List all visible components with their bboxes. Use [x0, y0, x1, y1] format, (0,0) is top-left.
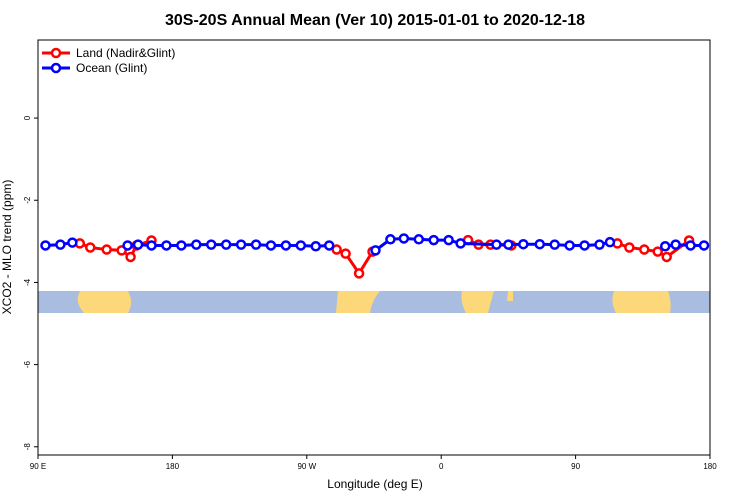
y-tick-label: -2	[23, 196, 32, 204]
plot-frame	[37, 39, 711, 456]
point	[413, 234, 425, 245]
y-tick-label: -8	[23, 443, 32, 451]
point	[503, 239, 514, 250]
point	[125, 251, 136, 263]
point	[564, 240, 575, 251]
point	[331, 244, 342, 255]
point	[491, 239, 502, 250]
point	[323, 240, 335, 251]
point	[85, 242, 96, 253]
point	[594, 239, 605, 250]
legend-marker	[50, 62, 62, 74]
point	[122, 240, 133, 251]
x-axis-label: Longitude (deg E)	[327, 477, 422, 491]
point	[698, 240, 710, 251]
point	[250, 239, 262, 250]
y-tick-label: -6	[23, 361, 32, 369]
point	[235, 239, 247, 250]
map-strip	[38, 291, 710, 313]
y-tick-label: 0	[23, 115, 32, 120]
point	[670, 239, 681, 250]
point	[398, 233, 410, 244]
point	[132, 239, 144, 250]
point	[176, 240, 187, 251]
point	[265, 240, 277, 251]
point	[639, 244, 650, 255]
point	[685, 240, 696, 251]
point	[652, 246, 663, 257]
point	[624, 242, 635, 253]
x-tick-label: 90	[571, 462, 580, 471]
point	[370, 245, 381, 256]
legend-label: Land (Nadir&Glint)	[76, 46, 175, 60]
point	[534, 238, 546, 250]
x-tick-label: 90 E	[30, 462, 46, 471]
point	[101, 244, 112, 255]
y-tick-label: -4	[23, 278, 32, 286]
point	[146, 240, 157, 251]
x-tick-label: 180	[703, 462, 717, 471]
legend-marker	[50, 47, 62, 59]
point	[161, 240, 172, 251]
point	[455, 238, 466, 249]
point	[40, 240, 51, 251]
point	[604, 236, 616, 248]
x-tick-label: 90 W	[297, 462, 316, 471]
point	[191, 239, 202, 250]
point	[659, 241, 671, 252]
x-tick-label: 0	[439, 462, 444, 471]
point	[353, 268, 365, 279]
point	[579, 240, 590, 251]
point	[205, 239, 217, 250]
legend-label: Ocean (Glint)	[76, 61, 147, 75]
point	[661, 251, 672, 263]
point	[310, 241, 322, 252]
point	[428, 234, 439, 246]
point	[220, 239, 232, 250]
point	[280, 240, 292, 251]
point	[340, 248, 351, 259]
point	[549, 239, 560, 250]
y-axis-label: XCO2 - MLO trend (ppm)	[0, 180, 14, 315]
point	[55, 239, 66, 250]
point	[67, 237, 78, 248]
x-tick-label: 180	[166, 462, 180, 471]
point	[518, 238, 529, 250]
point	[443, 234, 454, 246]
point	[385, 234, 396, 245]
point	[295, 240, 307, 251]
chart-title: 30S-20S Annual Mean (Ver 10) 2015-01-01 …	[165, 12, 585, 29]
